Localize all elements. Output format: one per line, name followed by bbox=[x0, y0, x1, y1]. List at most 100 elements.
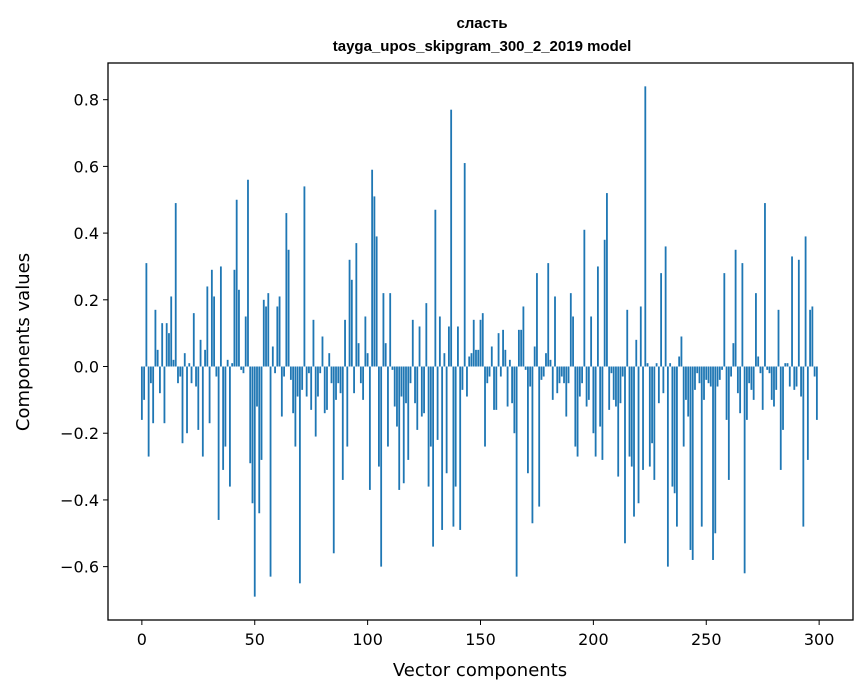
bar bbox=[479, 319, 482, 367]
bar bbox=[174, 203, 177, 367]
bar bbox=[436, 366, 439, 440]
bar bbox=[691, 366, 694, 560]
bar bbox=[524, 366, 527, 370]
bar bbox=[782, 366, 784, 430]
bar bbox=[240, 366, 243, 370]
y-tick-label: 0.0 bbox=[74, 358, 99, 377]
bar bbox=[685, 366, 687, 400]
bar bbox=[457, 326, 459, 367]
bar bbox=[481, 313, 484, 367]
bar bbox=[253, 366, 256, 597]
bar bbox=[271, 346, 274, 367]
bar bbox=[470, 353, 473, 367]
bar bbox=[314, 366, 317, 437]
bar bbox=[576, 366, 579, 457]
bar bbox=[269, 366, 272, 577]
bar bbox=[806, 366, 809, 460]
bar bbox=[235, 199, 238, 367]
bar bbox=[594, 366, 597, 457]
bar bbox=[423, 366, 425, 414]
y-tick-label: 0.8 bbox=[74, 91, 99, 110]
x-tick-label: 100 bbox=[352, 630, 383, 649]
bar bbox=[170, 296, 173, 367]
bar bbox=[813, 366, 816, 377]
bar bbox=[418, 326, 421, 367]
bar bbox=[664, 246, 667, 367]
bar bbox=[712, 366, 714, 560]
bar bbox=[145, 263, 148, 367]
bar bbox=[303, 186, 306, 367]
bar bbox=[502, 329, 504, 367]
bar bbox=[626, 309, 629, 367]
bar bbox=[346, 366, 349, 447]
bar bbox=[294, 366, 297, 447]
bar bbox=[472, 319, 475, 367]
bar bbox=[280, 366, 283, 417]
bar bbox=[265, 306, 267, 367]
bar bbox=[558, 366, 561, 384]
bar bbox=[298, 366, 301, 584]
bar bbox=[308, 366, 310, 374]
bar bbox=[554, 296, 556, 367]
bar bbox=[633, 366, 635, 517]
bar bbox=[766, 366, 769, 370]
x-tick-label: 300 bbox=[804, 630, 835, 649]
bar bbox=[619, 366, 622, 404]
bar bbox=[364, 316, 367, 367]
bar bbox=[531, 366, 534, 524]
bar bbox=[499, 366, 502, 377]
bar bbox=[791, 256, 793, 367]
bar bbox=[335, 366, 337, 400]
bar bbox=[330, 366, 333, 384]
bar bbox=[732, 343, 735, 367]
bar bbox=[493, 366, 495, 410]
bar bbox=[149, 366, 152, 384]
bar bbox=[556, 366, 559, 394]
bar bbox=[696, 366, 699, 374]
bar bbox=[671, 366, 674, 487]
bar bbox=[398, 366, 401, 490]
x-tick-label: 200 bbox=[578, 630, 609, 649]
bar bbox=[452, 366, 455, 527]
bar bbox=[714, 366, 717, 534]
bar bbox=[172, 359, 175, 367]
bar bbox=[278, 296, 281, 367]
bar bbox=[274, 366, 276, 374]
bar bbox=[660, 273, 663, 367]
bar bbox=[599, 366, 602, 427]
bar bbox=[183, 353, 186, 367]
bar bbox=[190, 366, 193, 384]
bar bbox=[301, 366, 304, 390]
bar bbox=[208, 366, 211, 424]
bar bbox=[750, 366, 753, 390]
bar bbox=[560, 366, 563, 377]
bar bbox=[484, 366, 486, 447]
bar bbox=[213, 296, 216, 367]
bar bbox=[741, 263, 744, 367]
y-tick-label: 0.2 bbox=[74, 291, 99, 310]
bar bbox=[353, 366, 355, 394]
bar bbox=[251, 366, 254, 504]
y-axis-label: Components values bbox=[13, 253, 34, 431]
x-axis-label: Vector components bbox=[393, 660, 567, 681]
bar bbox=[784, 363, 787, 367]
bar bbox=[443, 353, 446, 367]
bar bbox=[420, 366, 423, 417]
bar bbox=[540, 366, 543, 380]
bar bbox=[447, 326, 450, 367]
bar-series bbox=[140, 86, 818, 597]
bar bbox=[511, 366, 514, 404]
y-axis: −0.6 −0.4 −0.2 0.0 0.2 0.4 0.6 0.8 bbox=[60, 91, 108, 577]
bar bbox=[648, 366, 651, 467]
bar bbox=[617, 366, 620, 477]
y-tick-label: 0.4 bbox=[74, 224, 99, 243]
bar bbox=[258, 366, 261, 514]
bar bbox=[163, 366, 166, 424]
bar bbox=[757, 356, 760, 367]
bar bbox=[262, 299, 265, 367]
bar bbox=[402, 366, 405, 484]
bar bbox=[310, 366, 313, 410]
bar bbox=[779, 366, 782, 470]
bar bbox=[292, 366, 295, 414]
